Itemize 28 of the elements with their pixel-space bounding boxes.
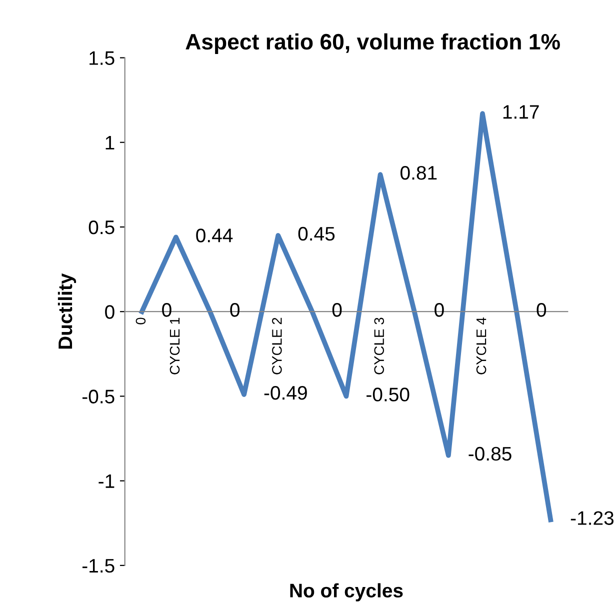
- y-tick-label: 1.5: [90, 51, 114, 65]
- y-tick-label: 0: [105, 305, 114, 319]
- x-tick-label: CYCLE 4: [476, 318, 486, 374]
- data-label: 0: [536, 303, 546, 317]
- data-label: -0.49: [264, 386, 307, 400]
- chart-title: Aspect ratio 60, volume fraction 1%: [186, 33, 560, 54]
- data-label: 1.17: [503, 105, 539, 119]
- data-label: -0.85: [468, 446, 512, 461]
- data-label: 0: [162, 303, 172, 317]
- data-label: 0.44: [196, 228, 233, 242]
- x-tick-label: CYCLE 3: [374, 318, 384, 374]
- y-tick-label: -1: [98, 474, 114, 488]
- x-tick-label: 0: [136, 318, 146, 324]
- x-tick-label: CYCLE 1: [170, 318, 180, 374]
- data-label: 0.45: [298, 226, 335, 241]
- data-label: 0: [434, 303, 444, 317]
- y-tick-label: 0.5: [88, 220, 114, 234]
- y-tick-label: -0.5: [82, 390, 114, 404]
- x-axis-title: No of cycles: [290, 583, 403, 602]
- x-tick-label: CYCLE 2: [272, 318, 282, 374]
- data-label: -0.50: [366, 388, 410, 402]
- y-tick-label: 1: [106, 136, 114, 150]
- data-label: -1.23: [570, 511, 614, 525]
- y-tick-label: -1.5: [82, 559, 114, 573]
- data-label: 0: [230, 303, 240, 317]
- data-label: 0.81: [400, 166, 437, 180]
- y-axis-title: Ductility: [58, 273, 76, 349]
- data-label: 0: [332, 303, 342, 317]
